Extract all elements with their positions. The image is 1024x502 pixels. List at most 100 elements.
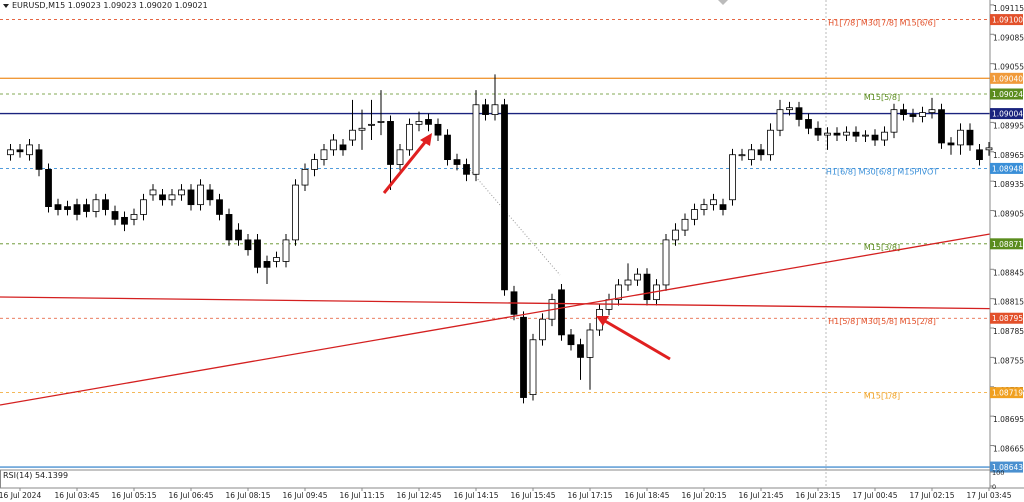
candle-body (92, 199, 100, 212)
candle-body (814, 127, 822, 136)
candle-body (377, 121, 385, 123)
x-tick-label: 16 Jul 06:45 (169, 491, 214, 500)
arrow (596, 316, 671, 361)
candle-body (757, 149, 765, 156)
candle-body (681, 218, 689, 231)
candle-body (45, 168, 52, 208)
candle-body (73, 204, 81, 215)
level-label: H1[7/8] M30[7/8] M15[6/6] (828, 19, 936, 28)
level-value-label: 1.09004 (992, 110, 1023, 119)
x-tick-label: 16 Jul 12:45 (397, 491, 442, 500)
candle-body (662, 239, 670, 286)
candle-body (501, 104, 508, 291)
candle-body (615, 284, 622, 301)
level-label: M15[3/8] (864, 243, 900, 252)
candle-body (529, 339, 537, 396)
candle-body (776, 109, 784, 131)
candle-body (947, 142, 955, 146)
candle-body (111, 211, 119, 220)
candle-body (624, 279, 632, 286)
x-tick-label: 16 Jul 09:45 (283, 491, 328, 500)
level-box (990, 387, 1023, 399)
level-value-label: 1.09024 (992, 90, 1023, 99)
candle-body (634, 273, 641, 281)
y-tick-label: 1.08995 (993, 121, 1024, 130)
level-value-label: 1.08719 (992, 389, 1023, 398)
candle-body (434, 123, 442, 136)
candle-body (206, 189, 214, 201)
candle-body (909, 114, 917, 117)
candle-body (795, 107, 803, 120)
candle-body (871, 134, 879, 141)
level-value-label: 1.09100 (992, 16, 1023, 25)
x-tick-label: 17 Jul 02:15 (910, 491, 955, 500)
y-tick-label: 1.09055 (993, 63, 1024, 72)
candle-body (881, 131, 888, 141)
candle-body (862, 134, 869, 137)
x-tick-label: 16 Jul 15:45 (511, 491, 556, 500)
candle-body (387, 121, 394, 165)
candle-body (140, 199, 147, 215)
x-tick-label: 16 Jul 21:45 (739, 491, 784, 500)
candle-body (805, 119, 812, 129)
level-box (990, 14, 1023, 26)
y-tick-label: 1.08905 (993, 210, 1024, 219)
candle-body (130, 214, 138, 220)
candle-body (482, 104, 489, 115)
level-box (990, 72, 1023, 84)
level-label: M15[5/8] (864, 93, 900, 102)
level-box (990, 162, 1023, 174)
x-tick-label: 16 Jul 14:15 (454, 491, 499, 500)
candle-body (320, 149, 328, 161)
candle-body (273, 257, 280, 262)
candle-body (339, 144, 347, 151)
candle-body (216, 199, 223, 215)
candle-body (282, 239, 290, 262)
y-tick-label: 1.08695 (993, 415, 1024, 424)
level-value-label: 1.08948 (992, 164, 1023, 173)
candle-body (833, 132, 841, 136)
y-tick-label: 1.08965 (993, 151, 1024, 160)
y-tick-label: 1.09115 (993, 4, 1024, 13)
rsi-tick-label: 0 (992, 483, 996, 491)
candle-body (900, 109, 907, 115)
candle-body (16, 149, 24, 153)
candle-body (748, 149, 755, 161)
level-box (990, 238, 1023, 250)
candle-body (292, 184, 299, 241)
candle-body (463, 164, 470, 175)
candle-body (577, 344, 584, 358)
candle-body (691, 209, 698, 220)
chart-title: EURUSD,M15 1.09023 1.09023 1.09020 1.090… (12, 1, 208, 10)
candle-body (54, 204, 62, 210)
trend-line (0, 296, 991, 310)
candle-body (254, 239, 261, 268)
level-value-label: 1.09040 (992, 74, 1023, 83)
candle-body (729, 154, 736, 201)
candle-body (26, 144, 33, 156)
candle-body (149, 189, 157, 196)
y-tick-label: 1.08935 (993, 180, 1024, 189)
candle-body (168, 194, 176, 201)
x-tick-label: 16 Jul 17:15 (568, 491, 613, 500)
candles (7, 74, 993, 404)
candle-body (539, 318, 546, 341)
candle-body (244, 239, 252, 251)
candle-body (520, 316, 527, 398)
candle-body (406, 123, 413, 151)
candle-body (7, 149, 14, 156)
candle-body (919, 112, 926, 117)
y-tick-label: 1.08755 (993, 356, 1024, 365)
candle-body (966, 129, 974, 146)
candle-body (178, 189, 185, 196)
candle-body (102, 199, 109, 210)
candle-body (301, 168, 309, 186)
y-tick-label: 1.08845 (993, 268, 1024, 277)
candle-body (159, 194, 166, 201)
candle-body (710, 199, 717, 206)
x-tick-label: 17 Jul 03:45 (967, 491, 1012, 500)
x-tick-label: 16 Jul 11:15 (340, 491, 385, 500)
